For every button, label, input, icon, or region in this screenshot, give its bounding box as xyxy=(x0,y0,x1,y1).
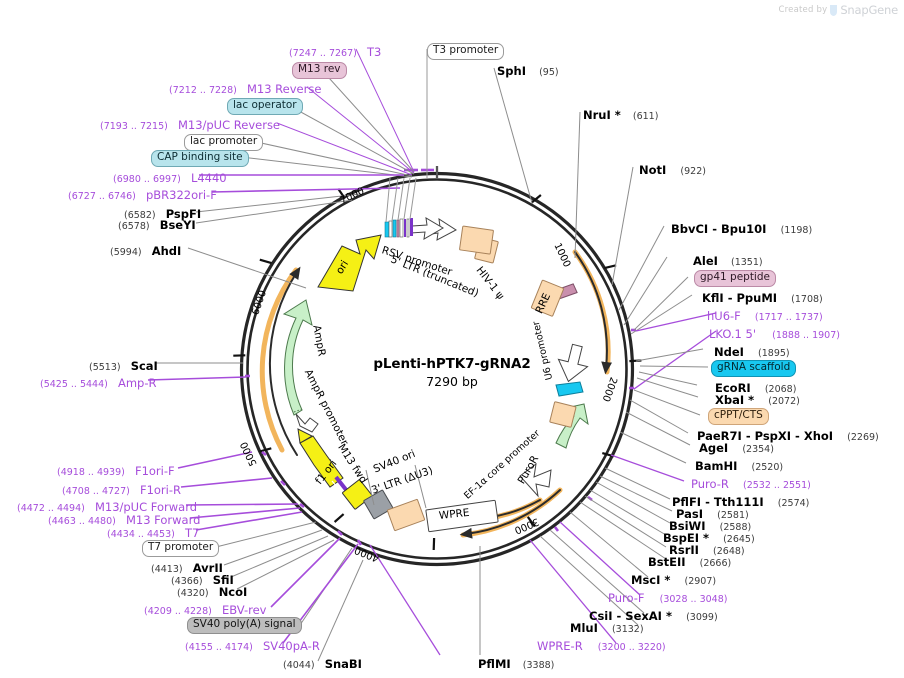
label-t3-promoter-feature[interactable]: T3 promoter xyxy=(427,43,505,60)
label-gp41-peptide-feature[interactable]: gp41 peptide xyxy=(694,270,776,287)
feature-wpre xyxy=(425,499,499,533)
label-grna-scaffold-feature[interactable]: gRNA scaffold xyxy=(711,360,797,377)
snapgene-watermark: Created by SnapGene xyxy=(778,3,899,17)
label-m13-forward-primer[interactable]: (4463 .. 4480) M13 Forward xyxy=(48,513,201,527)
label-f1ori-f-primer[interactable]: (4918 .. 4939) F1ori-F xyxy=(57,464,175,478)
label-lac-promoter-feature[interactable]: lac promoter xyxy=(184,134,264,151)
feature-3-ltr-peach xyxy=(386,498,426,532)
label-puro-f-primer[interactable]: Puro-F (3028 .. 3048) xyxy=(608,591,728,605)
feature-ef1a-core-promoter xyxy=(519,462,552,498)
label-m13-puc-forward-primer[interactable]: (4472 .. 4494) M13/pUC Forward xyxy=(17,500,198,514)
label-t7-primer[interactable]: (4434 .. 4453) T7 xyxy=(107,526,200,540)
label-pflfi-tth111i-enzyme[interactable]: PflFI - Tth111I (2574) xyxy=(672,495,810,509)
label-t7-promoter-feature[interactable]: T7 promoter xyxy=(142,540,220,557)
label-wpre-r-primer[interactable]: WPRE-R (3200 .. 3220) xyxy=(537,639,666,653)
label-t3-primer[interactable]: (7247 .. 7267) T3 xyxy=(289,45,382,59)
label-scai-enzyme[interactable]: (5513) ScaI xyxy=(89,359,158,373)
orange-arc-cores xyxy=(268,251,612,539)
feature-rre xyxy=(530,279,564,317)
label-ahdi-enzyme[interactable]: (5994) AhdI xyxy=(110,244,182,258)
label-ecori-enzyme[interactable]: EcoRI (2068) xyxy=(715,381,797,395)
feature-grna-scaffold xyxy=(555,381,584,397)
feature-3-ltr xyxy=(363,489,394,520)
feature-rsv-promoter xyxy=(410,217,457,241)
label-bsiwi-enzyme[interactable]: BsiWI (2588) xyxy=(669,519,752,533)
label-bseyi-enzyme[interactable]: (6578) BseYI xyxy=(118,218,196,232)
label-amp-r-primer[interactable]: (5425 .. 5444) Amp-R xyxy=(40,376,157,390)
label-puro-r-primer[interactable]: Puro-R (2532 .. 2551) xyxy=(691,477,811,491)
label-paer7i-pspxi-xhoi-enzyme[interactable]: PaeR7I - PspXI - XhoI (2269) xyxy=(697,429,879,443)
created-by-text: Created by xyxy=(778,5,828,15)
plasmid-size: 7290 bp xyxy=(426,374,478,389)
label-lko1-5prime-primer[interactable]: LKO.1 5' (1888 .. 1907) xyxy=(709,327,840,341)
feature-puror xyxy=(555,403,589,449)
leader-lines-top-right xyxy=(493,67,717,644)
feature-f1-ori xyxy=(297,428,344,488)
feature-ori xyxy=(317,234,382,292)
label-hu6-f-primer[interactable]: hU6-F (1717 .. 1737) xyxy=(707,309,823,323)
label-msci-enzyme[interactable]: MscI * (2907) xyxy=(631,573,717,587)
feature-mcs-cluster xyxy=(384,218,413,238)
label-bspei-enzyme[interactable]: BspEI * (2645) xyxy=(663,531,755,545)
plasmid-name: pLenti-hPTK7-gRNA2 xyxy=(373,356,531,372)
label-f1ori-r-primer[interactable]: (4708 .. 4727) F1ori-R xyxy=(62,483,181,497)
label-snabi-enzyme[interactable]: (4044) SnaBI xyxy=(283,657,362,671)
label-alei-enzyme[interactable]: AleI (1351) xyxy=(693,254,763,268)
label-agei-enzyme[interactable]: AgeI (2354) xyxy=(699,441,774,455)
plasmid-title-block: pLenti-hPTK7-gRNA2 7290 bp xyxy=(0,356,904,389)
label-mlui-enzyme[interactable]: MluI (3132) xyxy=(570,621,644,635)
label-ncoi-enzyme[interactable]: (4320) NcoI xyxy=(177,585,248,599)
label-bsteii-enzyme[interactable]: BstEII (2666) xyxy=(648,555,732,569)
label-ndei-enzyme[interactable]: NdeI (1895) xyxy=(714,345,790,359)
label-pflmi-enzyme[interactable]: PflMI (3388) xyxy=(478,657,555,671)
feature-ampr-promoter xyxy=(295,413,319,433)
label-lac-operator-feature[interactable]: lac operator xyxy=(227,98,303,115)
label-noti-enzyme[interactable]: NotI (922) xyxy=(639,163,706,177)
leader-lines-top-left xyxy=(147,48,415,381)
label-bamhi-enzyme[interactable]: BamHI (2520) xyxy=(695,459,784,473)
feature-u6-promoter xyxy=(557,343,589,383)
label-cap-binding-site-feature[interactable]: CAP binding site xyxy=(151,150,249,167)
label-avrii-enzyme[interactable]: (4413) AvrII xyxy=(151,561,223,575)
feature-m13-fwd xyxy=(331,475,349,496)
feature-ampr xyxy=(282,299,313,416)
label-bbvci-bpu10i-enzyme[interactable]: BbvCI - Bpu10I (1198) xyxy=(671,222,813,236)
label-m13-puc-reverse-primer[interactable]: (7193 .. 7215) M13/pUC Reverse xyxy=(100,118,281,132)
label-cppt-cts-feature[interactable]: cPPT/CTS xyxy=(708,408,769,425)
snapgene-logo-icon xyxy=(830,4,838,16)
label-xbai-enzyme[interactable]: XbaI * (2072) xyxy=(715,393,800,407)
label-sphi-enzyme[interactable]: SphI (95) xyxy=(497,64,559,78)
backbone-ticks xyxy=(233,166,642,551)
feature-5-ltr-truncated xyxy=(459,225,494,255)
leader-lines-top-bundle xyxy=(385,49,438,223)
label-l4440-primer[interactable]: (6980 .. 6997) L4440 xyxy=(113,171,227,185)
label-m13-rev-feature[interactable]: M13 rev xyxy=(292,62,347,79)
label-pasi-enzyme[interactable]: PasI (2581) xyxy=(676,507,749,521)
label-kfli-ppumi-enzyme[interactable]: KflI - PpuMI (1708) xyxy=(702,291,823,305)
snapgene-brand: SnapGene xyxy=(840,3,898,17)
label-nrui-enzyme[interactable]: NruI * (611) xyxy=(583,108,659,122)
label-sv40pa-r-primer[interactable]: (4155 .. 4174) SV40pA-R xyxy=(185,639,320,653)
label-sfii-enzyme[interactable]: (4366) SfiI xyxy=(171,573,234,587)
label-rsrii-enzyme[interactable]: RsrII (2648) xyxy=(669,543,745,557)
feature-cppt-cts xyxy=(549,401,577,428)
label-ebv-rev-primer[interactable]: (4209 .. 4228) EBV-rev xyxy=(144,603,267,617)
label-pbr322ori-f-primer[interactable]: (6727 .. 6746) pBR322ori-F xyxy=(68,188,217,202)
label-sv40-polya-signal-feature[interactable]: SV40 poly(A) signal xyxy=(187,617,302,634)
label-pspfi-enzyme[interactable]: (6582) PspFI xyxy=(124,207,202,221)
label-csii-sexai-enzyme[interactable]: CsiI - SexAI * (3099) xyxy=(589,609,718,623)
label-m13-reverse-primer[interactable]: (7212 .. 7228) M13 Reverse xyxy=(169,82,322,96)
